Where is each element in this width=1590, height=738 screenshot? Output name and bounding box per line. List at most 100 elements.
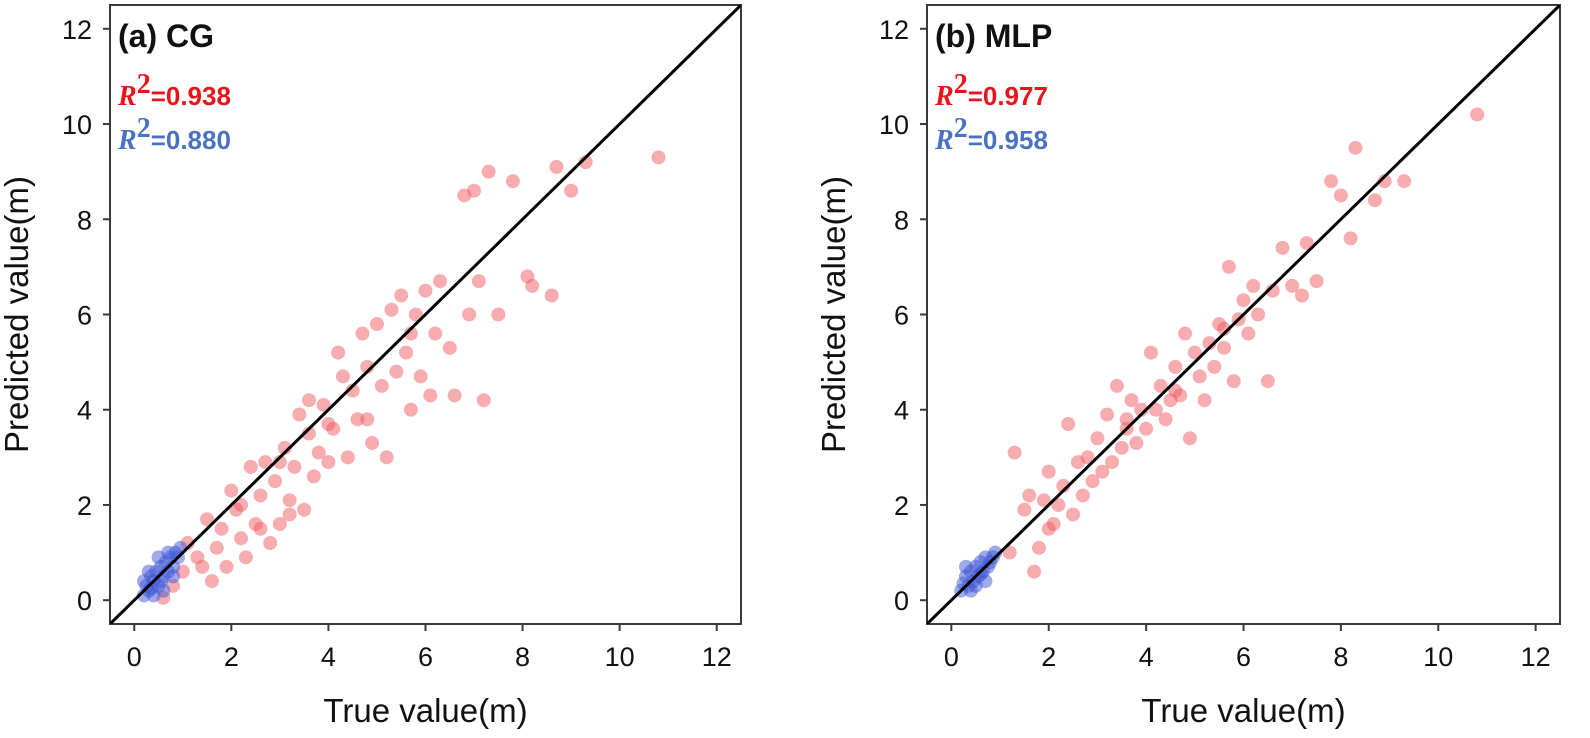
red-point: [360, 412, 375, 427]
red-point: [433, 274, 448, 289]
blue-point: [166, 569, 181, 584]
y-tick-label: 2: [894, 491, 909, 521]
red-point: [544, 288, 559, 303]
red-point: [1197, 393, 1212, 408]
red-point: [253, 488, 268, 503]
r2-superscript: 2: [954, 69, 968, 100]
red-point: [1265, 283, 1280, 298]
red-point: [549, 159, 564, 174]
y-axis-title: Predicted value(m): [815, 176, 852, 453]
red-point: [1294, 288, 1309, 303]
identity-line: [110, 5, 741, 624]
panel-title: (a) CG: [118, 18, 214, 54]
red-point: [481, 164, 496, 179]
red-point: [1324, 174, 1339, 189]
r2-annotation: R2=0.977: [934, 69, 1048, 112]
y-tick-label: 12: [62, 15, 92, 45]
y-axis-title: Predicted value(m): [0, 176, 35, 453]
red-point: [306, 469, 321, 484]
red-point: [297, 502, 312, 517]
y-tick-label: 10: [879, 110, 909, 140]
blue-point: [173, 540, 188, 555]
red-point: [1090, 431, 1105, 446]
x-tick-label: 6: [1236, 642, 1251, 672]
red-point: [219, 559, 234, 574]
red-point: [476, 393, 491, 408]
x-tick-label: 2: [1041, 642, 1056, 672]
y-tick-label: 10: [62, 110, 92, 140]
y-tick-label: 4: [77, 396, 92, 426]
red-point: [1105, 455, 1120, 470]
red-point: [272, 455, 287, 470]
red-point: [238, 550, 253, 565]
red-point: [204, 574, 219, 589]
y-tick-label: 6: [77, 301, 92, 331]
red-point: [369, 317, 384, 332]
red-point: [345, 383, 360, 398]
red-point: [1095, 464, 1110, 479]
y-tick-label: 8: [77, 205, 92, 235]
red-point: [1226, 374, 1241, 389]
r2-symbol: R: [117, 81, 137, 112]
r2-value: =0.938: [151, 81, 231, 111]
red-point: [1158, 412, 1173, 427]
red-point: [379, 450, 394, 465]
red-point: [195, 559, 210, 574]
data-layer: [110, 5, 741, 624]
y-tick-label: 2: [77, 491, 92, 521]
red-point: [1377, 174, 1392, 189]
red-point: [316, 397, 331, 412]
red-point: [1114, 440, 1129, 455]
red-point: [1041, 521, 1056, 536]
r2-superscript: 2: [137, 69, 151, 100]
x-tick-label: 2: [224, 642, 239, 672]
r2-symbol: R: [934, 125, 954, 156]
panel-title: (b) MLP: [935, 18, 1052, 54]
red-point: [564, 183, 579, 198]
red-point: [447, 388, 462, 403]
r2-symbol: R: [934, 81, 954, 112]
red-point: [1397, 174, 1412, 189]
red-point: [1066, 507, 1081, 522]
x-tick-label: 12: [1521, 642, 1551, 672]
red-point: [1260, 374, 1275, 389]
red-point: [442, 340, 457, 355]
red-point: [302, 426, 317, 441]
red-point: [1124, 393, 1139, 408]
red-point: [1246, 278, 1261, 293]
red-point: [471, 274, 486, 289]
red-point: [268, 474, 283, 489]
red-point: [491, 307, 506, 322]
x-tick-label: 4: [321, 642, 336, 672]
red-point: [578, 155, 593, 170]
red-point: [374, 378, 389, 393]
red-point: [1027, 564, 1042, 579]
red-point: [1153, 378, 1168, 393]
red-point: [428, 326, 443, 341]
y-tick-label: 4: [894, 396, 909, 426]
r2-value: =0.880: [151, 125, 231, 155]
red-point: [350, 412, 365, 427]
red-point: [302, 393, 317, 408]
r2-value: =0.977: [968, 81, 1048, 111]
red-point: [1080, 450, 1095, 465]
red-point: [234, 497, 249, 512]
red-point: [1221, 259, 1236, 274]
red-point: [1168, 359, 1183, 374]
x-axis-title: True value(m): [323, 692, 527, 729]
red-point: [505, 174, 520, 189]
x-tick-label: 10: [605, 642, 635, 672]
x-tick-label: 0: [127, 642, 142, 672]
red-point: [287, 459, 302, 474]
blue-point: [958, 559, 973, 574]
r2-annotation: R2=0.880: [117, 113, 231, 156]
red-point: [331, 345, 346, 360]
blue-point: [963, 583, 978, 598]
red-point: [321, 417, 336, 432]
red-point: [384, 302, 399, 317]
red-point: [467, 183, 482, 198]
x-tick-label: 4: [1139, 642, 1154, 672]
